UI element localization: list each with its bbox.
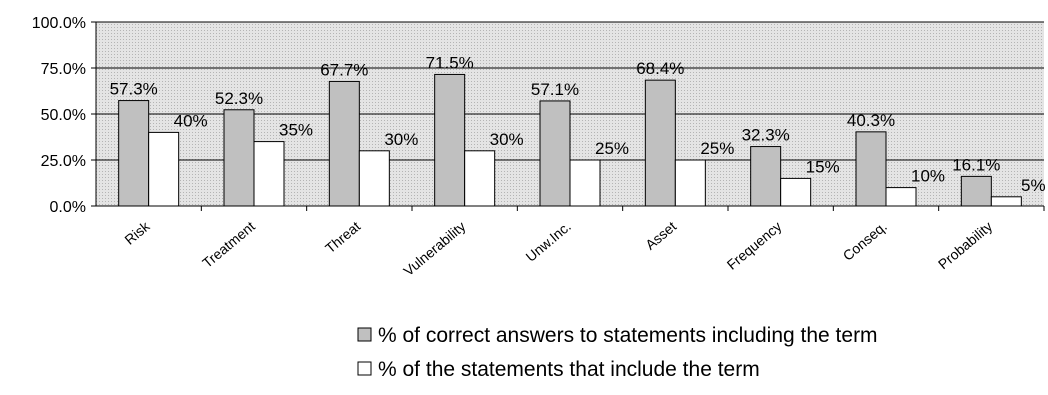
x-tick-label: Probability xyxy=(935,218,995,272)
data-label: 32.3% xyxy=(742,126,790,145)
bar-statements-share xyxy=(569,159,601,207)
data-label: 5% xyxy=(1021,176,1046,195)
bar-correct-answers xyxy=(960,175,992,207)
data-label: 25% xyxy=(595,139,629,158)
data-label: 30% xyxy=(490,130,524,149)
y-tick-label: 25.0% xyxy=(41,153,86,170)
legend-swatch xyxy=(357,327,372,342)
bar-statements-share xyxy=(674,159,706,207)
bar-statements-share xyxy=(990,196,1022,207)
data-label: 35% xyxy=(279,121,313,140)
x-tick-label: Treatment xyxy=(199,218,258,271)
bar-correct-answers xyxy=(434,73,466,207)
data-label: 10% xyxy=(911,167,945,186)
data-label: 25% xyxy=(700,139,734,158)
y-tick-labels: 0.0% 25.0% 50.0% 75.0% 100.0% xyxy=(32,15,86,216)
x-tick-label: Asset xyxy=(642,218,679,253)
x-tick-label: Frequency xyxy=(724,218,785,273)
bar-correct-answers xyxy=(644,79,676,207)
bar-correct-answers xyxy=(328,80,360,207)
bar-statements-share xyxy=(358,150,390,207)
x-tick-label: Vulnerability xyxy=(400,218,468,279)
data-label: 57.1% xyxy=(531,80,579,99)
bars xyxy=(118,73,1022,207)
data-label: 40% xyxy=(174,111,208,130)
data-label: 57.3% xyxy=(110,80,158,99)
bar-correct-answers xyxy=(118,100,150,207)
legend-label: % of the statements that include the ter… xyxy=(378,358,760,381)
bar-statements-share xyxy=(780,177,812,207)
data-label: 71.5% xyxy=(426,53,474,72)
bar-statements-share xyxy=(253,141,285,207)
y-tick-label: 75.0% xyxy=(41,61,86,78)
data-label: 68.4% xyxy=(636,59,684,78)
data-label: 30% xyxy=(384,130,418,149)
axes xyxy=(91,21,1045,211)
bar-statements-share xyxy=(464,150,496,207)
y-tick-label: 0.0% xyxy=(50,199,86,216)
bar-correct-answers xyxy=(223,109,255,207)
y-tick-label: 100.0% xyxy=(32,15,86,32)
bar-correct-answers xyxy=(855,131,887,207)
data-label: 15% xyxy=(806,157,840,176)
bar-correct-answers xyxy=(750,146,782,207)
bar-statements-share xyxy=(885,187,917,207)
x-tick-label: Unw.Inc. xyxy=(523,218,574,265)
x-tick-label: Risk xyxy=(121,217,153,247)
bar-correct-answers xyxy=(539,100,571,207)
data-label: 52.3% xyxy=(215,89,263,108)
x-tick-label: Conseq. xyxy=(840,218,890,264)
data-labels: 57.3% 40% 52.3% 35% 67.7% 30% 71.5% 30% 57.1% 25%… xyxy=(110,53,1046,194)
legend: % of correct answers to statements inclu… xyxy=(357,324,878,381)
x-tick-labels: Risk Treatment Threat Vulnerability Unw.Inc.… xyxy=(121,217,995,279)
data-label: 40.3% xyxy=(847,111,895,130)
x-tick-label: Threat xyxy=(322,218,363,256)
data-label: 67.7% xyxy=(320,60,368,79)
y-tick-label: 50.0% xyxy=(41,107,86,124)
legend-swatch xyxy=(357,361,372,376)
bar-statements-share xyxy=(148,131,180,207)
data-label: 16.1% xyxy=(952,155,1000,174)
legend-label: % of correct answers to statements inclu… xyxy=(378,324,878,347)
